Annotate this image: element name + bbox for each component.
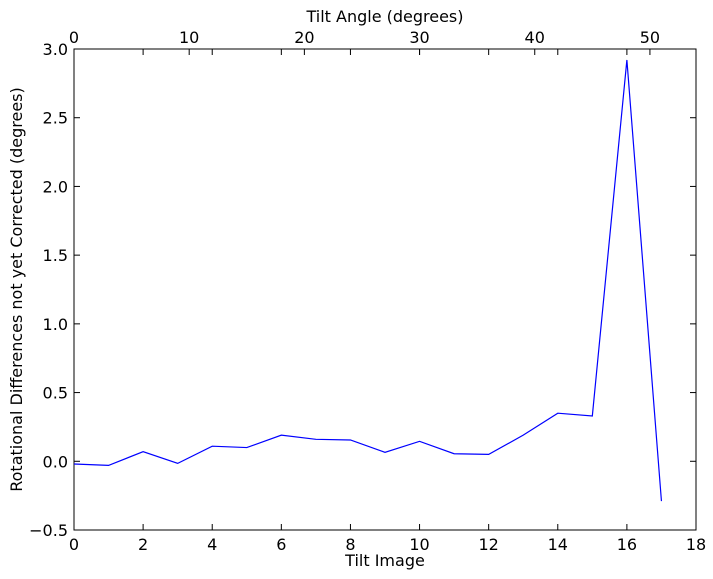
top-x-tick-label: 30 bbox=[409, 28, 429, 47]
x-tick-label: 4 bbox=[207, 535, 217, 554]
x-tick-label: 18 bbox=[686, 535, 706, 554]
x-axis-bottom: 0 2 4 6 8 10 12 14 16 18 bbox=[69, 49, 706, 554]
y-tick-label: 0.5 bbox=[43, 384, 68, 403]
y-tick-label: 0.0 bbox=[43, 452, 68, 471]
y-axis-title: Rotational Differences not yet Corrected… bbox=[7, 87, 26, 492]
y-tick-label: 3.0 bbox=[43, 40, 68, 59]
series-line bbox=[73, 59, 663, 502]
x-tick-label: 10 bbox=[409, 535, 429, 554]
y-axis: −0.5 0.0 0.5 1.0 1.5 2.0 2.5 3.0 bbox=[29, 40, 696, 540]
x-tick-label: 2 bbox=[138, 535, 148, 554]
x-tick-label: 0 bbox=[69, 535, 79, 554]
x-axis-top: 0 10 20 30 40 50 bbox=[69, 28, 660, 55]
top-x-tick-label: 50 bbox=[640, 28, 660, 47]
series-layer bbox=[73, 59, 663, 502]
top-x-tick-label: 40 bbox=[525, 28, 545, 47]
y-tick-label: −0.5 bbox=[29, 521, 68, 540]
x-tick-label: 16 bbox=[617, 535, 637, 554]
x-tick-label: 6 bbox=[276, 535, 286, 554]
x-tick-label: 12 bbox=[478, 535, 498, 554]
y-tick-label: 2.0 bbox=[43, 177, 68, 196]
top-x-tick-label: 0 bbox=[69, 28, 79, 47]
top-x-axis-title: Tilt Angle (degrees) bbox=[305, 7, 463, 26]
y-tick-label: 1.5 bbox=[43, 246, 68, 265]
y-tick-label: 1.0 bbox=[43, 315, 68, 334]
x-axis-title: Tilt Image bbox=[344, 551, 425, 570]
y-tick-label: 2.5 bbox=[43, 109, 68, 128]
x-tick-label: 14 bbox=[548, 535, 568, 554]
plot-frame bbox=[73, 48, 697, 531]
x-tick-label: 8 bbox=[345, 535, 355, 554]
top-x-tick-label: 10 bbox=[179, 28, 199, 47]
top-x-tick-label: 20 bbox=[294, 28, 314, 47]
